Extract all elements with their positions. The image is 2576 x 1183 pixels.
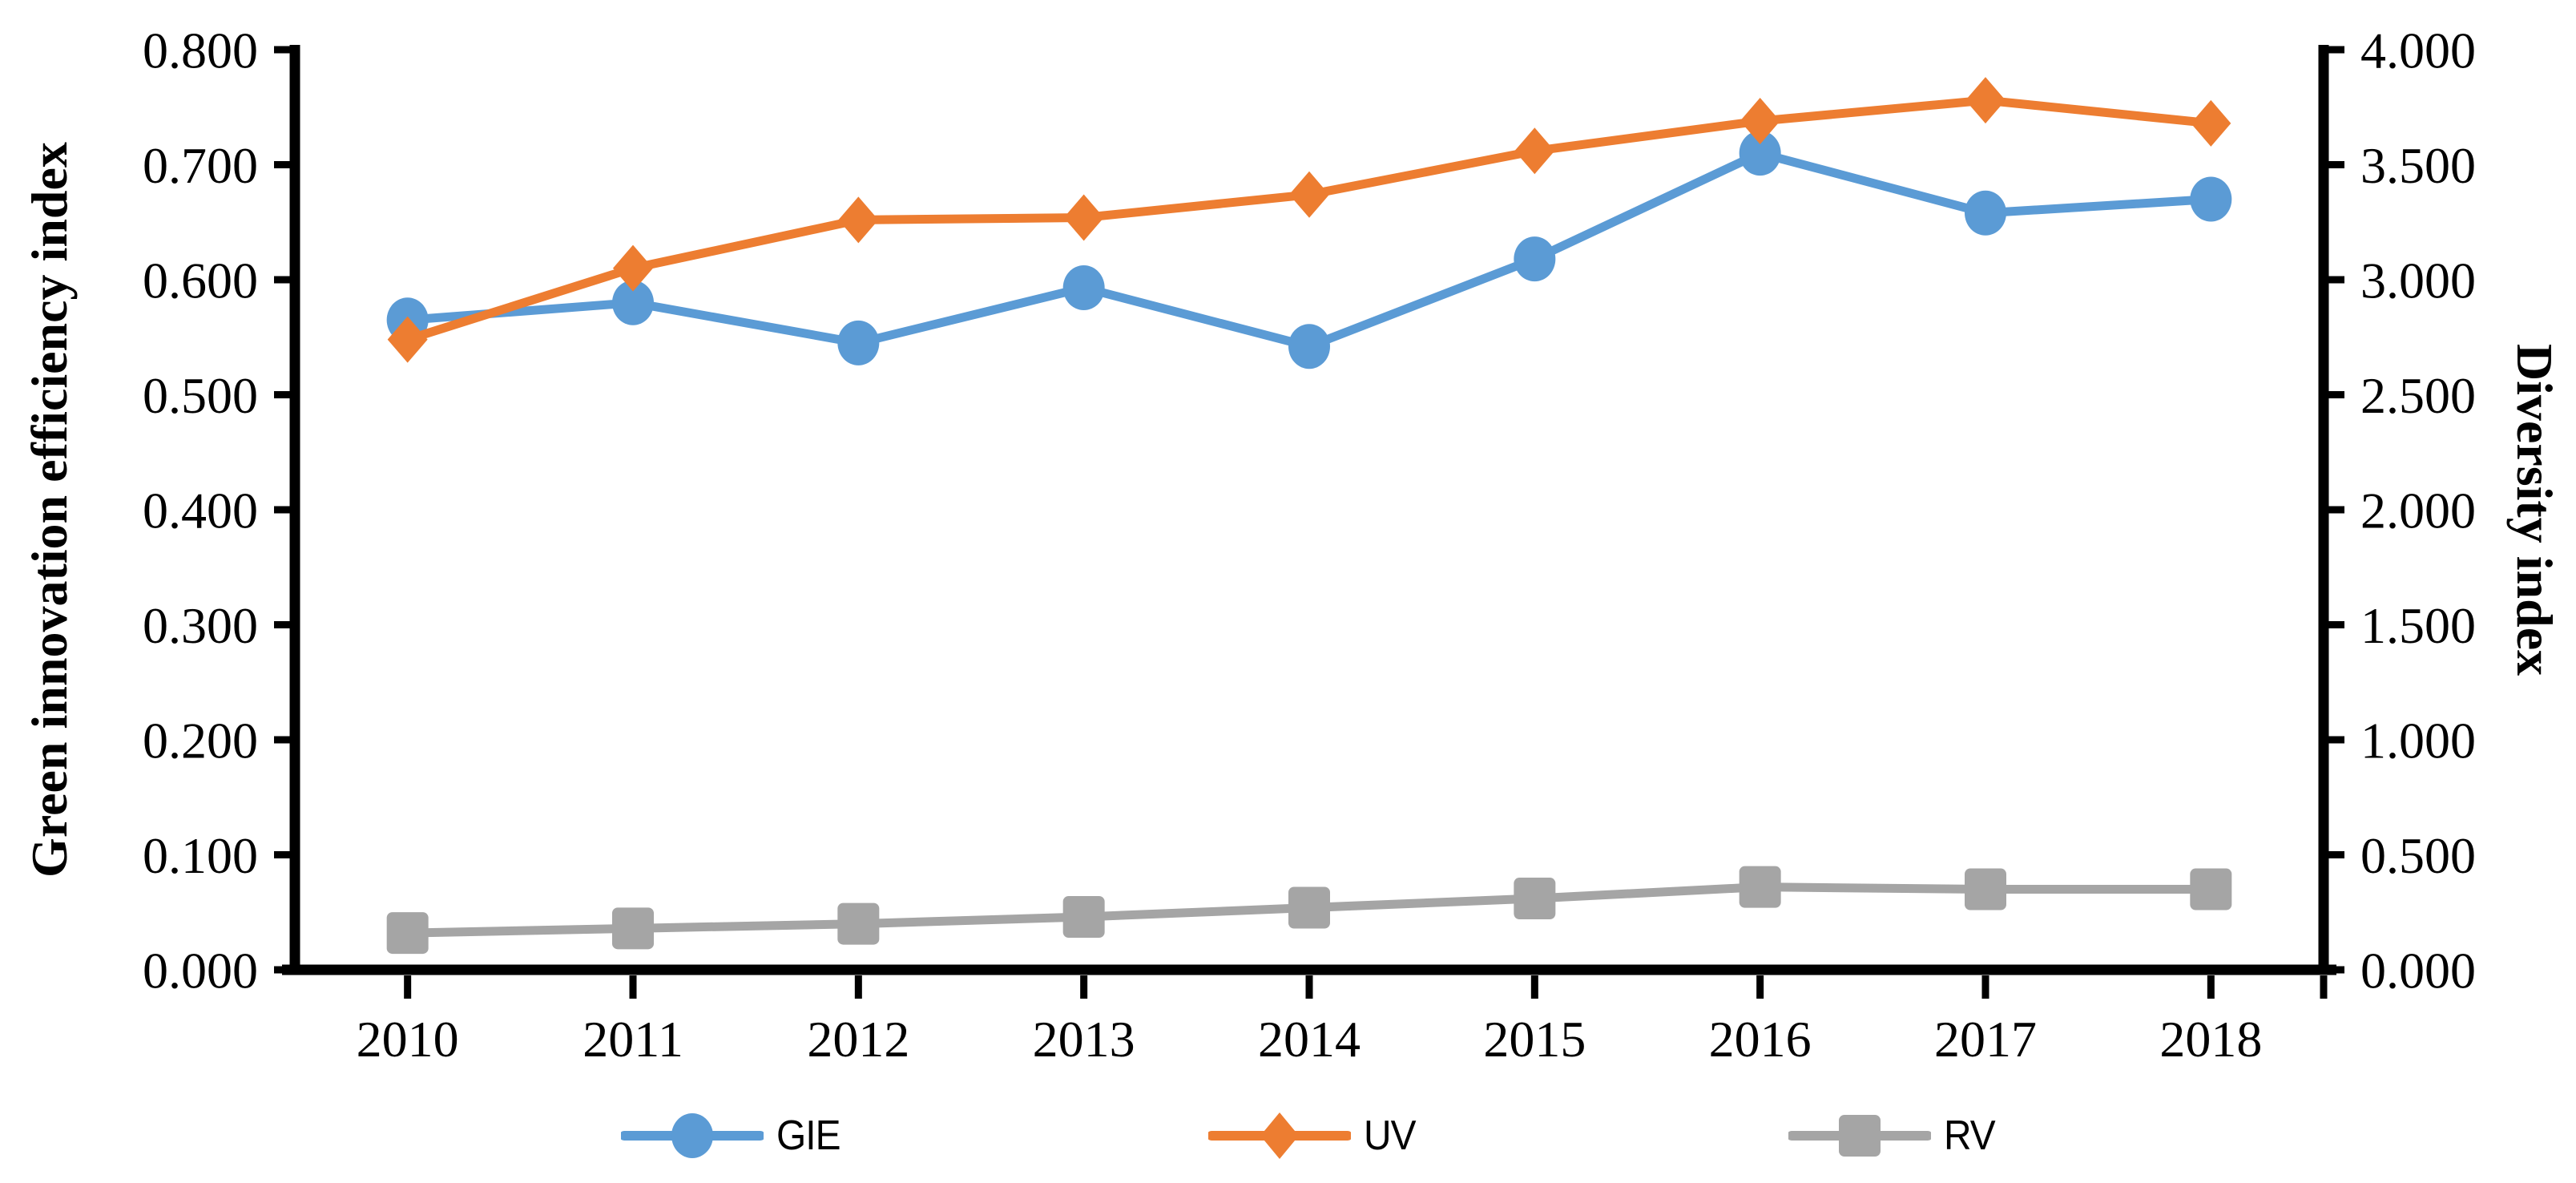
gie-line-circle-icon — [621, 1113, 764, 1158]
rv-marker — [1062, 895, 1105, 938]
rv-line-square-icon — [1788, 1115, 1931, 1157]
x-axis-tick-label: 2010 — [357, 1011, 459, 1068]
x-axis-tick-label: 2017 — [1934, 1011, 2037, 1068]
left-axis-tick-label: 0.100 — [143, 827, 258, 884]
gie-marker — [1965, 190, 2006, 236]
uv-line-diamond-icon — [1208, 1112, 1351, 1159]
rv-marker — [1739, 866, 1781, 908]
left-axis-tick-label: 0.800 — [143, 22, 258, 79]
left-axis-tick-label: 0.600 — [143, 252, 258, 309]
gie-marker — [1288, 324, 1330, 369]
x-axis-tick-label: 2012 — [807, 1011, 909, 1068]
uv-marker — [1289, 171, 1329, 218]
legend-item-gie: GIE — [621, 1106, 846, 1165]
left-axis-tick-label: 0.400 — [143, 482, 258, 539]
left-axis-tick-label: 0.000 — [143, 942, 258, 999]
right-axis-tick-label: 3.500 — [2360, 137, 2476, 194]
right-axis-tick-label: 2.500 — [2360, 367, 2476, 424]
left-axis-title: Green innovation efficiency index — [21, 142, 78, 878]
uv-marker — [1740, 97, 1780, 144]
left-axis-tick-label: 0.200 — [143, 712, 258, 769]
legend-item-uv: UV — [1208, 1106, 1420, 1165]
uv-marker — [1965, 77, 2006, 124]
rv-marker — [612, 907, 654, 950]
left-axis-tick-label: 0.500 — [143, 367, 258, 424]
uv-marker — [838, 196, 879, 244]
right-axis-tick-label: 1.000 — [2360, 712, 2476, 769]
right-axis-title: Diversity index — [2506, 343, 2563, 676]
x-axis-tick-label: 2018 — [2159, 1011, 2262, 1068]
x-axis-tick-label: 2016 — [1709, 1011, 1812, 1068]
rv-marker — [837, 902, 880, 945]
uv-marker — [1063, 194, 1104, 241]
right-axis-tick-label: 0.000 — [2360, 942, 2476, 999]
right-axis-tick-label: 1.500 — [2360, 597, 2476, 654]
right-axis-tick-label: 2.000 — [2360, 482, 2476, 539]
right-axis-tick-label: 4.000 — [2360, 22, 2476, 79]
uv-marker — [387, 316, 428, 363]
gie-marker — [837, 320, 880, 365]
uv-marker — [613, 244, 653, 292]
left-axis-tick-label: 0.300 — [143, 597, 258, 654]
rv-marker — [2190, 868, 2232, 910]
x-axis-tick-label: 2014 — [1258, 1011, 1361, 1068]
gie-marker — [1514, 236, 1556, 282]
uv-series-line — [403, 95, 2215, 345]
x-axis-tick-label: 2013 — [1033, 1011, 1135, 1068]
legend-item-rv: RV — [1788, 1106, 1999, 1165]
rv-marker — [1288, 886, 1330, 929]
gie-marker — [1062, 265, 1105, 311]
right-axis-tick-label: 3.000 — [2360, 252, 2476, 309]
rv-marker — [386, 912, 429, 955]
uv-marker — [1514, 127, 1555, 175]
x-axis-tick-label: 2011 — [583, 1011, 683, 1068]
uv-marker — [2191, 99, 2231, 147]
legend-label-uv: UV — [1364, 1112, 1417, 1159]
rv-marker — [1514, 878, 1556, 920]
legend-label-rv: RV — [1944, 1112, 1996, 1159]
x-axis-tick-label: 2015 — [1483, 1011, 1586, 1068]
gie-marker — [612, 280, 654, 325]
right-axis-tick-label: 0.500 — [2360, 827, 2476, 884]
legend-label-gie: GIE — [776, 1112, 841, 1159]
left-axis-tick-label: 0.700 — [143, 137, 258, 194]
rv-marker — [1965, 868, 2006, 910]
gie-marker — [2190, 176, 2232, 222]
gie-marker — [1739, 131, 1781, 176]
